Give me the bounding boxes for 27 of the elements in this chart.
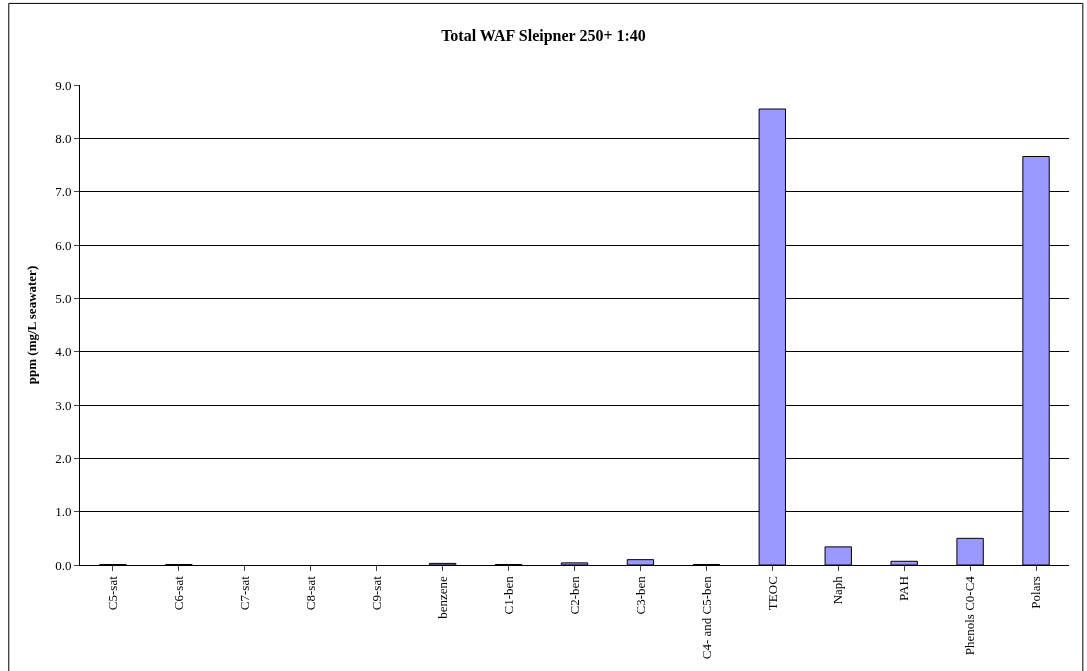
- x-tick-label: Polars: [1028, 576, 1044, 609]
- x-tick-label: C5-sat: [105, 575, 121, 611]
- x-tick-label: C8-sat: [302, 575, 318, 611]
- y-tick-label: 7.0: [55, 184, 72, 200]
- x-tick-label: C1-ben: [500, 575, 516, 615]
- y-tick-label: 8.0: [55, 130, 72, 146]
- x-tick-label: C4- and C5-ben: [698, 575, 714, 660]
- y-tick-label: 2.0: [55, 450, 72, 466]
- x-tick-label: C3-ben: [632, 575, 648, 615]
- x-tick-label: C6-sat: [171, 575, 187, 611]
- x-tick-label: Naph: [830, 575, 846, 605]
- x-tick-label: Phenols C0-C4: [962, 575, 978, 656]
- x-tick-label: benzene: [434, 575, 450, 619]
- x-tick-label: C9-sat: [368, 575, 384, 611]
- x-tick-label: PAH: [896, 576, 912, 602]
- y-tick-label: 5.0: [55, 290, 72, 306]
- x-tick-label: C7-sat: [237, 575, 253, 611]
- y-axis-title: ppm (mg/L seawater): [24, 265, 40, 385]
- y-tick-label: 4.0: [55, 344, 72, 360]
- y-tick-label: 9.0: [55, 77, 72, 93]
- x-tick-label: TEOC: [764, 576, 780, 611]
- x-tick-label: C2-ben: [566, 575, 582, 615]
- y-tick-label: 0.0: [55, 557, 72, 573]
- y-tick-label: 3.0: [55, 397, 72, 413]
- chart-title: Total WAF Sleipner 250+ 1:40: [441, 27, 646, 46]
- y-tick-label: 1.0: [55, 504, 72, 520]
- y-tick-label: 6.0: [55, 237, 72, 253]
